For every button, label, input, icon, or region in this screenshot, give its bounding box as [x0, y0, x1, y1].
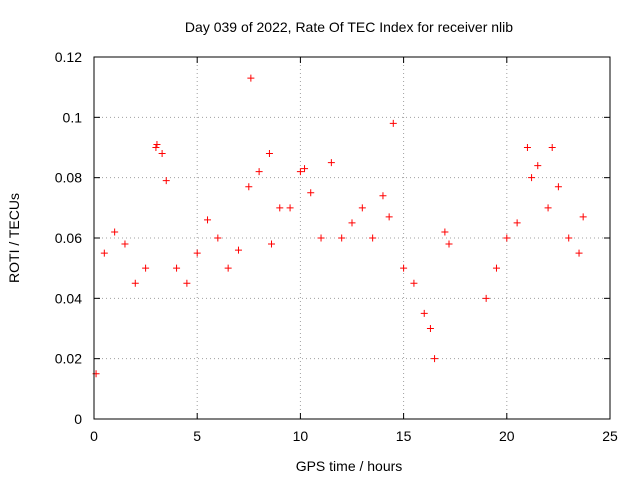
data-point [503, 234, 511, 242]
plot-frame [93, 56, 611, 420]
y-axis-label: ROTI / TECUs [6, 193, 22, 283]
y-tick-label: 0.08 [55, 170, 82, 186]
grid-lines [94, 57, 610, 419]
data-point [224, 264, 232, 272]
y-tick-label: 0.04 [55, 290, 82, 306]
data-point [544, 204, 552, 212]
data-point [121, 240, 129, 248]
data-point [523, 144, 531, 151]
data-point [245, 183, 253, 191]
data-point [400, 264, 408, 272]
y-tick-label: 0 [74, 411, 82, 427]
y-tick-label: 0.12 [55, 49, 82, 65]
data-point [426, 325, 434, 332]
data-point [183, 279, 191, 287]
data-point [296, 168, 304, 176]
data-point [100, 249, 108, 257]
x-tick-label: 10 [293, 428, 309, 444]
data-point [247, 74, 255, 82]
data-point [214, 234, 222, 242]
x-tick-label: 15 [396, 428, 412, 444]
y-tick-label: 0.02 [55, 351, 82, 367]
data-point [579, 213, 587, 221]
data-point [193, 249, 201, 257]
data-point [265, 150, 273, 158]
x-axis-label: GPS time / hours [296, 458, 403, 474]
data-point [142, 264, 150, 272]
data-point [385, 213, 393, 221]
data-point [513, 219, 521, 227]
data-point [173, 264, 181, 272]
data-point [338, 234, 346, 242]
data-point [528, 174, 536, 182]
data-point [131, 279, 139, 287]
data-point [317, 234, 325, 242]
data-point [379, 192, 387, 200]
data-point [445, 240, 453, 248]
data-point [482, 294, 490, 302]
data-point [534, 162, 542, 170]
data-point [234, 246, 242, 254]
data-point [575, 249, 583, 257]
y-tick-label: 0.06 [55, 230, 82, 246]
data-point [268, 240, 276, 248]
x-tick-label: 5 [193, 428, 201, 444]
data-point [162, 177, 170, 185]
x-tick-label: 0 [90, 428, 98, 444]
y-tick-labels: 0 0.02 0.04 0.06 0.08 0.1 0.12 [55, 49, 82, 427]
x-tick-labels: 0 5 10 15 20 25 [90, 428, 618, 444]
data-point [492, 264, 500, 272]
data-point [301, 165, 309, 173]
data-point [152, 144, 160, 151]
data-point [431, 355, 439, 363]
data-point [420, 309, 428, 317]
data-point [286, 204, 294, 212]
data-point [369, 234, 377, 242]
chart-title: Day 039 of 2022, Rate Of TEC Index for r… [185, 19, 513, 35]
data-point [111, 228, 119, 236]
x-tick-label: 20 [499, 428, 515, 444]
data-point [348, 219, 356, 227]
data-point [389, 119, 397, 127]
data-point [410, 279, 418, 287]
data-point [255, 168, 263, 176]
data-point [307, 189, 315, 197]
data-point [204, 216, 212, 224]
axis-ticks [93, 56, 611, 420]
data-point [554, 183, 562, 191]
data-points [92, 74, 587, 378]
data-point [153, 140, 161, 148]
data-point [565, 234, 573, 242]
data-point [276, 204, 284, 212]
data-point [158, 150, 166, 158]
data-point [358, 204, 366, 212]
data-point [548, 144, 556, 151]
data-point [327, 159, 335, 167]
y-tick-label: 0.1 [63, 109, 83, 125]
data-point [441, 228, 449, 236]
x-tick-label: 25 [602, 428, 618, 444]
